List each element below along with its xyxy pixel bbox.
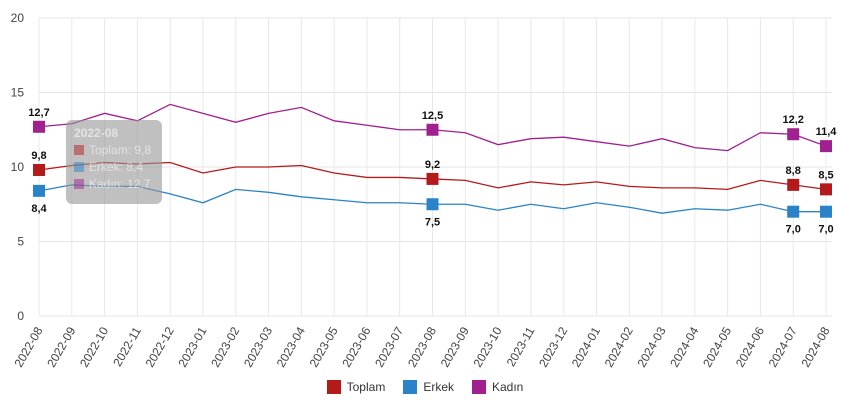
data-point-marker (33, 120, 45, 133)
x-tick-label: 2024-07 (766, 324, 800, 369)
x-tick-label: 2023-01 (175, 324, 209, 369)
tooltip-row-toplam: Toplam: 9,8 (89, 143, 152, 157)
data-point-marker (820, 183, 832, 196)
tooltip-swatch-erkek (74, 162, 84, 172)
legend-item-erkek[interactable]: Erkek (403, 380, 454, 394)
tooltip-swatch-kadin (74, 179, 84, 189)
x-tick-label: 2022-08 (11, 324, 45, 369)
legend-item-kadin[interactable]: Kadın (472, 380, 523, 394)
y-tick-label: 10 (11, 160, 25, 174)
data-point-marker (33, 184, 45, 197)
data-label: 9,8 (31, 150, 46, 162)
x-tick-label: 2024-08 (798, 324, 832, 369)
data-label: 7,0 (786, 224, 801, 236)
x-tick-label: 2022-12 (143, 324, 177, 369)
data-point-marker (787, 178, 800, 191)
data-point-marker (426, 172, 439, 185)
x-tick-label: 2023-08 (405, 324, 439, 369)
data-label: 9,2 (425, 159, 440, 171)
data-label: 11,4 (816, 126, 838, 138)
x-tick-label: 2023-06 (339, 324, 373, 369)
legend-label: Kadın (492, 380, 524, 394)
x-tick-label: 2022-10 (77, 324, 111, 369)
tooltip: 2022-08 Toplam: 9,8 Erkek: 8,4 Kadın: 12… (66, 120, 162, 204)
data-label: 12,7 (28, 107, 49, 119)
data-label: 7,0 (818, 224, 833, 236)
data-label: 12,2 (782, 114, 803, 126)
x-tick-label: 2024-03 (634, 324, 668, 369)
tooltip-row-kadin: Kadın: 12,7 (89, 177, 151, 191)
legend-label: Erkek (423, 380, 454, 394)
data-point-marker (787, 128, 800, 141)
x-tick-label: 2023-03 (241, 324, 275, 369)
data-label: 7,5 (425, 216, 440, 228)
x-tick-label: 2023-02 (208, 324, 242, 369)
y-tick-label: 0 (17, 309, 24, 323)
x-tick-label: 2023-07 (372, 324, 406, 369)
x-tick-label: 2022-09 (44, 324, 78, 369)
x-tick-label: 2024-01 (569, 324, 603, 369)
data-point-marker (820, 140, 832, 153)
x-tick-label: 2023-12 (536, 324, 570, 369)
x-tick-label: 2023-05 (307, 324, 341, 369)
y-tick-label: 5 (17, 235, 24, 249)
data-point-marker (787, 205, 800, 218)
x-tick-label: 2023-11 (504, 324, 538, 369)
data-label: 8,4 (31, 203, 47, 215)
data-label: 12,5 (422, 110, 443, 122)
tooltip-swatch-toplam (74, 145, 84, 155)
data-label: 8,8 (786, 165, 801, 177)
data-point-marker (426, 123, 439, 136)
legend-swatch (326, 380, 341, 394)
x-tick-label: 2024-02 (602, 324, 636, 369)
data-point-marker (820, 205, 832, 218)
legend: Toplam Erkek Kadın (0, 380, 850, 394)
x-tick-label: 2022-11 (110, 324, 144, 369)
x-tick-label: 2024-06 (733, 324, 767, 369)
legend-swatch (472, 380, 486, 394)
tooltip-row-erkek: Erkek: 8,4 (89, 160, 144, 174)
y-tick-label: 20 (11, 11, 25, 25)
y-tick-label: 15 (11, 86, 25, 100)
legend-label: Toplam (346, 380, 386, 394)
x-tick-label: 2023-10 (471, 324, 505, 369)
x-tick-label: 2023-09 (438, 324, 472, 369)
data-label: 8,5 (818, 169, 833, 181)
x-tick-label: 2023-04 (274, 324, 308, 369)
legend-swatch (403, 380, 418, 394)
x-tick-label: 2024-04 (667, 324, 701, 369)
legend-item-toplam[interactable]: Toplam (326, 380, 386, 394)
tooltip-title: 2022-08 (74, 126, 119, 140)
data-point-marker (33, 163, 45, 176)
data-point-marker (426, 198, 439, 211)
x-tick-label: 2024-05 (700, 324, 734, 369)
